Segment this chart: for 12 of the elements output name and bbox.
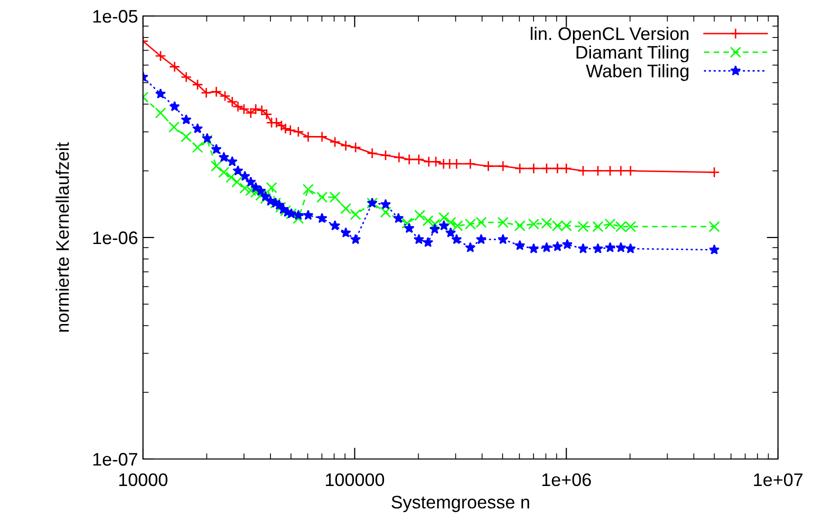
legend-label: Waben Tiling <box>586 64 688 81</box>
x-tick-label: 1e+06 <box>542 473 591 486</box>
legend-label: lin. OpenCL Version <box>530 26 688 44</box>
x-axis-title: Systemgroesse n <box>392 496 530 512</box>
y-tick-label: 1e-07 <box>93 452 138 466</box>
y-tick-label: 1e-05 <box>93 10 138 23</box>
y-axis-title: normierte Kernellaufzeit <box>56 142 69 332</box>
x-tick-label: 10000 <box>119 473 168 486</box>
x-tick-label: 100000 <box>326 473 384 486</box>
y-tick-label: 1e-06 <box>93 231 138 244</box>
x-tick-label: 1e+07 <box>754 473 802 486</box>
legend-label: Diamant Tiling <box>576 45 688 62</box>
